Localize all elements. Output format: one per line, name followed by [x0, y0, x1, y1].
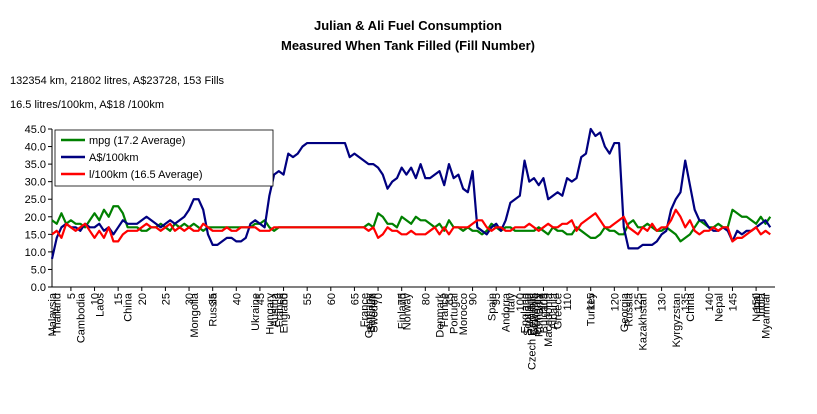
x-tick-label: 60 — [326, 293, 338, 305]
y-tick-label: 15.0 — [25, 229, 46, 241]
annotation: 132354 km, 21802 litres, A$23728, 153 Fi… — [10, 75, 225, 87]
legend-box — [54, 129, 274, 187]
x-tick-label: 110 — [562, 293, 574, 311]
x-tick-label: 5 — [66, 293, 78, 299]
x-tick-label: 35 — [208, 293, 220, 305]
country-label: Cambodia — [75, 292, 87, 343]
x-tick-label: 50 — [279, 293, 291, 305]
x-tick-label: 55 — [302, 293, 314, 305]
y-tick-label: 10.0 — [25, 247, 46, 259]
country-label: Czech Republic — [527, 293, 539, 371]
country-label: Belgium — [366, 293, 378, 333]
x-tick-label: 10 — [90, 293, 102, 305]
x-tick-label: 95 — [491, 293, 503, 305]
country-label: Myanmar — [761, 293, 773, 339]
country-label: Norway — [401, 293, 413, 331]
y-tick-label: 20.0 — [25, 212, 46, 224]
y-tick-label: 40.0 — [25, 142, 46, 154]
country-label: Nepal — [713, 293, 725, 322]
series-line — [51, 208, 771, 243]
country-label: Finland — [397, 293, 409, 329]
x-tick-label: 145 — [727, 293, 739, 311]
x-tick-label: 100 — [515, 293, 527, 311]
legend-label: mpg (17.2 Average) — [89, 135, 185, 147]
country-label: Romania — [534, 292, 546, 337]
country-label: Andorra — [501, 292, 513, 332]
x-tick-label: 120 — [609, 293, 621, 311]
legend-label: l/100km (16.5 Average) — [89, 169, 203, 181]
x-tick-label: 75 — [397, 293, 409, 305]
x-tick-label: 80 — [420, 293, 432, 305]
country-label: Italy — [505, 293, 517, 314]
x-tick-label: 115 — [586, 293, 598, 311]
legend-label: A$/100km — [89, 152, 139, 164]
x-tick-label: 105 — [538, 293, 550, 311]
country-label: Germany — [364, 293, 376, 339]
x-tick-label: 125 — [633, 293, 645, 311]
country-label: Malaysia — [47, 292, 59, 336]
x-tick-label: 90 — [468, 293, 480, 305]
country-label: Slovenia — [529, 292, 541, 335]
country-label: Albania — [548, 292, 560, 330]
x-tick-label: 85 — [444, 293, 456, 305]
y-tick-label: 5.0 — [31, 264, 46, 276]
country-label: China — [685, 292, 697, 322]
country-label: Mongolia — [189, 292, 201, 338]
country-label: Portugal — [449, 293, 461, 334]
country-label: Macedonia — [543, 292, 555, 347]
country-label: China — [123, 292, 135, 322]
country-label: Laos — [94, 293, 106, 317]
country-label: Morocco — [458, 293, 470, 335]
x-tick-label: 20 — [137, 293, 149, 305]
country-label: Ukraine — [250, 293, 262, 331]
series-line — [50, 127, 772, 260]
x-tick-label: 150 — [751, 293, 763, 311]
country-label: England — [279, 293, 291, 333]
x-tick-label: 25 — [160, 293, 172, 305]
country-label: Kazakhstan — [638, 293, 650, 350]
x-tick-label: 40 — [231, 293, 243, 305]
x-tick-label: 65 — [349, 293, 361, 305]
y-tick-label: 35.0 — [25, 159, 46, 171]
chart-subtitle: Measured When Tank Filled (Fill Number) — [281, 38, 535, 53]
country-label: Russia — [624, 292, 636, 327]
y-tick-label: 45.0 — [25, 124, 46, 136]
country-label: Austria — [269, 292, 281, 327]
country-label: Thailand — [52, 293, 64, 335]
annotation: 16.5 litres/100km, A$18 /100km — [10, 99, 164, 111]
country-label: India — [756, 292, 768, 317]
country-label: Nepal — [751, 293, 763, 322]
country-label: Georgia — [619, 292, 631, 332]
country-label: France — [439, 293, 451, 327]
country-label: Sweden — [368, 293, 380, 333]
country-label: England — [520, 293, 532, 333]
country-label: France — [359, 293, 371, 327]
country-label: France — [274, 293, 286, 327]
x-tick-label: 130 — [657, 293, 669, 311]
country-label: Bulgaria — [538, 292, 550, 333]
y-tick-label: 0.0 — [31, 282, 46, 294]
country-label: Turkey — [586, 293, 598, 327]
country-label: Ireland — [524, 293, 536, 327]
x-tick-label: 70 — [373, 293, 385, 305]
country-label: Greece — [553, 293, 565, 329]
x-tick-label: 140 — [704, 293, 716, 311]
y-tick-label: 25.0 — [25, 194, 46, 206]
country-label: Denmark — [434, 293, 446, 338]
chart-title: Julian & Ali Fuel Consumption — [314, 18, 502, 33]
country-label: Hungary — [531, 293, 543, 335]
country-label: Russia — [208, 292, 220, 327]
x-tick-label: 135 — [680, 293, 692, 311]
country-label: Spain — [486, 293, 498, 321]
y-tick-label: 30.0 — [25, 177, 46, 189]
x-tick-label: 45 — [255, 293, 267, 305]
country-label: Scotland — [522, 293, 534, 336]
country-label: Hungary — [264, 293, 276, 335]
country-label: Kyrgyzstan — [671, 293, 683, 347]
x-tick-label: 30 — [184, 293, 196, 305]
x-tick-label: 15 — [113, 293, 125, 305]
